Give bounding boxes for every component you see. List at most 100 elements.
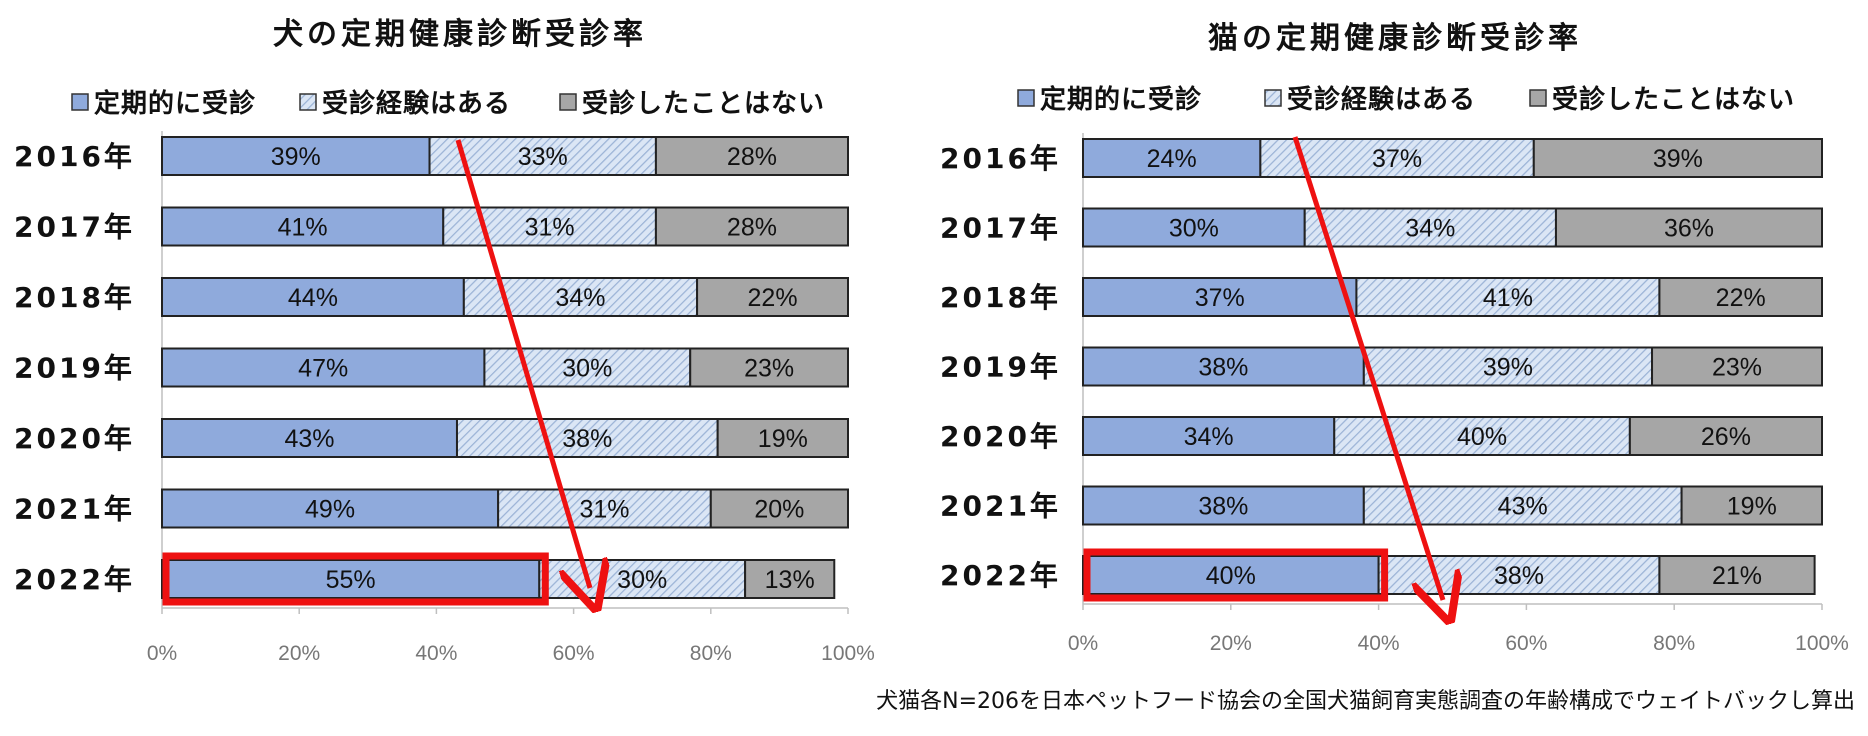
bar-segment xyxy=(696,277,850,317)
bar-segment xyxy=(1651,346,1824,387)
data-label: 28% xyxy=(727,214,777,242)
bar-segment xyxy=(1082,346,1365,387)
data-label: 23% xyxy=(744,355,794,383)
footnote: 犬猫各N=206を日本ペットフード協会の全国犬猫飼育実態調査の年齢構成でウェイト… xyxy=(876,689,1855,714)
bar-segment xyxy=(1082,138,1262,178)
bar-segment xyxy=(1362,346,1654,387)
data-label: 38% xyxy=(1198,354,1248,382)
legend-label: 受診したことはない xyxy=(582,88,825,119)
chart-title: 犬の定期健康診断受診率 xyxy=(273,17,647,52)
bar-segment xyxy=(1532,138,1824,178)
year-label: 2020年 xyxy=(14,422,135,455)
legend-label: 定期的に受診 xyxy=(94,88,256,119)
x-tick-label: 0% xyxy=(1068,632,1098,655)
data-label: 55% xyxy=(326,566,376,594)
data-label: 44% xyxy=(288,284,338,312)
data-label: 22% xyxy=(1716,284,1766,312)
x-tick-label: 20% xyxy=(278,642,320,665)
bar-segment xyxy=(1303,207,1557,248)
data-label: 20% xyxy=(754,496,804,524)
bar-segment xyxy=(455,418,719,458)
legend-swatch xyxy=(1529,89,1547,107)
x-tick-label: 60% xyxy=(553,642,595,665)
data-label: 31% xyxy=(579,496,629,524)
legend-label: 定期的に受診 xyxy=(1040,84,1202,115)
data-label: 24% xyxy=(1147,145,1197,173)
data-label: 41% xyxy=(278,214,328,242)
bar-segment xyxy=(1082,277,1358,317)
data-label: 26% xyxy=(1701,423,1751,451)
data-label: 39% xyxy=(1653,145,1703,173)
bar-segment xyxy=(1658,555,1816,595)
trend-arrow xyxy=(455,139,590,588)
bar-segment xyxy=(1082,207,1306,248)
data-label: 36% xyxy=(1664,215,1714,243)
x-tick-label: 100% xyxy=(821,642,875,665)
data-label: 30% xyxy=(562,355,612,383)
year-label: 2022年 xyxy=(940,559,1061,592)
bar-segment xyxy=(689,347,849,388)
data-label: 41% xyxy=(1483,284,1533,312)
bar-segment xyxy=(1628,416,1823,456)
x-tick-label: 40% xyxy=(1358,632,1400,655)
data-label: 40% xyxy=(1206,562,1256,590)
bar-segment xyxy=(709,488,849,529)
bar-segment xyxy=(161,559,541,599)
year-label: 2019年 xyxy=(14,352,135,385)
year-label: 2017年 xyxy=(940,212,1061,245)
data-label: 30% xyxy=(617,566,667,594)
bar-segment xyxy=(1082,416,1336,456)
data-label: 39% xyxy=(1483,354,1533,382)
data-label: 37% xyxy=(1195,284,1245,312)
year-label: 2019年 xyxy=(940,351,1061,384)
legend-swatch xyxy=(71,93,89,111)
bar-segment xyxy=(161,136,431,176)
bar-segment xyxy=(1680,485,1823,526)
year-label: 2022年 xyxy=(14,563,135,596)
year-label: 2016年 xyxy=(940,142,1061,175)
year-label: 2016年 xyxy=(14,140,135,173)
data-label: 33% xyxy=(518,143,568,171)
bar-segment xyxy=(497,488,712,529)
year-label: 2020年 xyxy=(940,420,1061,453)
legend-label: 受診経験はある xyxy=(322,88,511,119)
data-label: 49% xyxy=(305,496,355,524)
data-label: 13% xyxy=(765,566,815,594)
data-label: 30% xyxy=(1169,215,1219,243)
bar-segment xyxy=(654,136,849,176)
legend-label: 受診したことはない xyxy=(1552,84,1795,115)
x-tick-label: 60% xyxy=(1505,632,1547,655)
bar-segment xyxy=(1658,277,1824,317)
bar-segment xyxy=(161,418,458,458)
legend-swatch xyxy=(299,93,317,111)
x-tick-label: 80% xyxy=(1653,632,1695,655)
x-tick-label: 0% xyxy=(147,642,177,665)
year-label: 2018年 xyxy=(14,281,135,314)
bar-segment xyxy=(654,206,849,247)
year-label: 2017年 xyxy=(14,211,135,244)
bar-segment xyxy=(744,559,836,599)
bar-segment xyxy=(716,418,849,458)
data-label: 38% xyxy=(1494,562,1544,590)
data-label: 34% xyxy=(555,284,605,312)
bar-segment xyxy=(161,277,465,317)
legend-label: 受診経験はある xyxy=(1287,84,1476,115)
year-label: 2021年 xyxy=(940,490,1061,523)
data-label: 31% xyxy=(525,214,575,242)
data-label: 38% xyxy=(1198,493,1248,521)
data-label: 23% xyxy=(1712,354,1762,382)
legend-swatch xyxy=(559,93,577,111)
data-label: 38% xyxy=(562,425,612,453)
trend-arrow xyxy=(1292,136,1443,600)
data-label: 34% xyxy=(1184,423,1234,451)
x-tick-label: 100% xyxy=(1795,632,1849,655)
data-label: 34% xyxy=(1405,215,1455,243)
year-label: 2021年 xyxy=(14,493,135,526)
bar-segment xyxy=(1554,207,1823,248)
data-label: 21% xyxy=(1712,562,1762,590)
x-tick-label: 80% xyxy=(690,642,732,665)
data-label: 19% xyxy=(758,425,808,453)
highlight-box xyxy=(1083,548,1389,602)
chart-title: 猫の定期健康診断受診率 xyxy=(1208,21,1582,56)
